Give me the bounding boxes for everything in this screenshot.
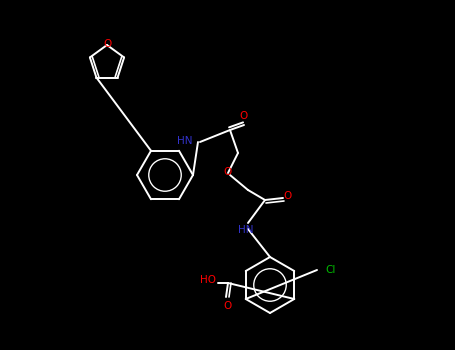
Text: Cl: Cl xyxy=(325,265,335,275)
Text: O: O xyxy=(223,167,231,177)
Text: HN: HN xyxy=(238,225,254,235)
Text: O: O xyxy=(103,39,111,49)
Text: O: O xyxy=(223,301,231,311)
Text: O: O xyxy=(283,191,291,201)
Text: O: O xyxy=(240,111,248,121)
Text: HO: HO xyxy=(200,275,216,285)
Text: HN: HN xyxy=(177,136,193,146)
